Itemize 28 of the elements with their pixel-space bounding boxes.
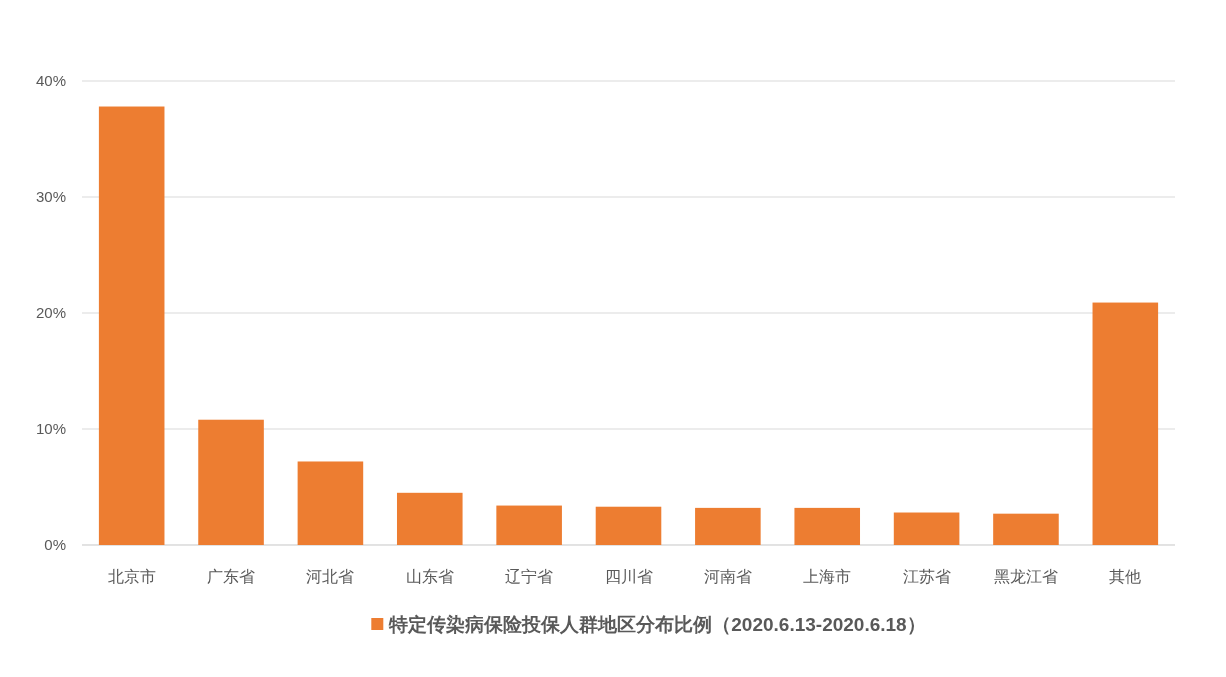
x-tick-label: 山东省 [405,568,454,585]
bar [198,419,264,545]
bar [98,106,165,545]
x-tick-label: 广东省 [207,568,256,585]
y-tick-label: 20% [35,304,66,321]
bar [595,506,662,545]
bar [893,512,960,545]
x-tick-label: 河北省 [306,568,355,585]
x-tick-label: 河南省 [703,568,752,585]
x-tick-label: 上海市 [803,568,852,585]
legend-label: 特定传染病保险投保人群地区分布比例（2020.6.13-2020.6.18） [388,614,926,635]
x-tick-label: 辽宁省 [505,568,554,585]
bar [496,505,562,545]
x-tick-label: 北京市 [107,568,156,585]
x-tick-label: 四川省 [604,568,653,585]
x-tick-label: 江苏省 [902,568,951,585]
y-tick-label: 40% [35,72,66,89]
bar [794,507,861,545]
y-tick-label: 30% [35,188,66,205]
bar [396,492,463,545]
bar [993,513,1059,545]
x-tick-label: 黑龙江省 [993,568,1058,585]
bar [1092,302,1159,545]
y-tick-label: 10% [35,420,66,437]
y-tick-label: 0% [44,536,66,553]
bar [695,507,761,545]
x-tick-label: 其他 [1109,568,1142,585]
bar [297,461,364,545]
